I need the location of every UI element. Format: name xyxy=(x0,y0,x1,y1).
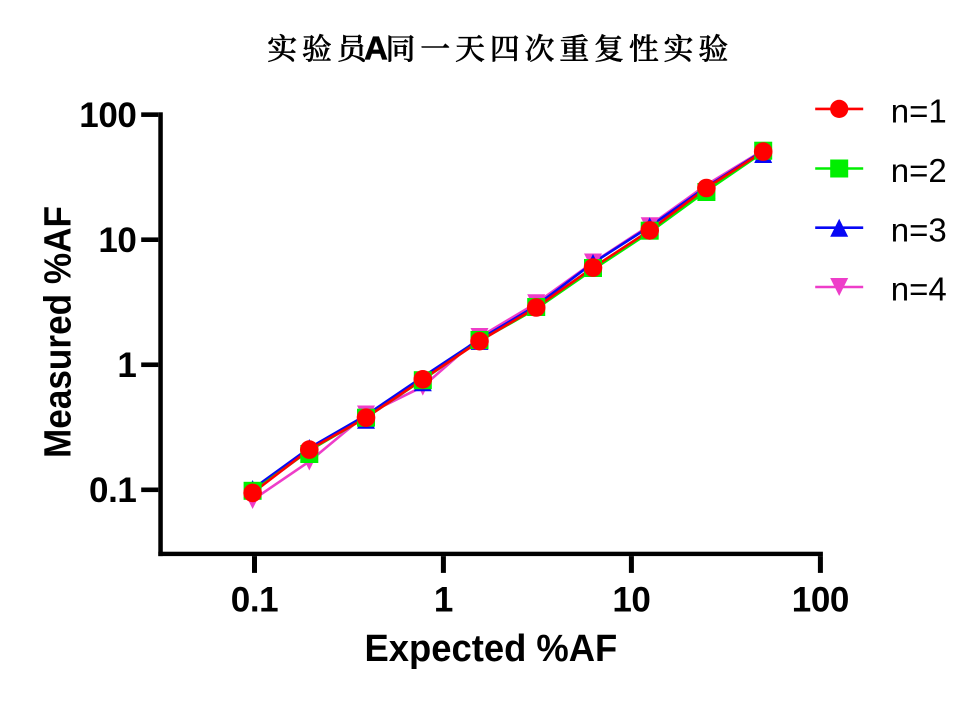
svg-text:n=3: n=3 xyxy=(891,211,947,248)
svg-text:100: 100 xyxy=(79,96,136,135)
svg-text:Expected %AF: Expected %AF xyxy=(365,628,618,670)
svg-text:0.1: 0.1 xyxy=(231,581,278,620)
svg-text:1: 1 xyxy=(434,581,453,620)
svg-text:n=2: n=2 xyxy=(891,152,947,189)
svg-text:n=4: n=4 xyxy=(891,271,947,308)
svg-text:n=1: n=1 xyxy=(891,93,947,130)
svg-text:10: 10 xyxy=(98,221,136,260)
svg-text:1: 1 xyxy=(117,346,136,385)
svg-text:10: 10 xyxy=(612,581,650,620)
svg-text:0.1: 0.1 xyxy=(89,471,136,510)
svg-text:Measured %AF: Measured %AF xyxy=(38,206,80,458)
svg-text:100: 100 xyxy=(792,581,849,620)
